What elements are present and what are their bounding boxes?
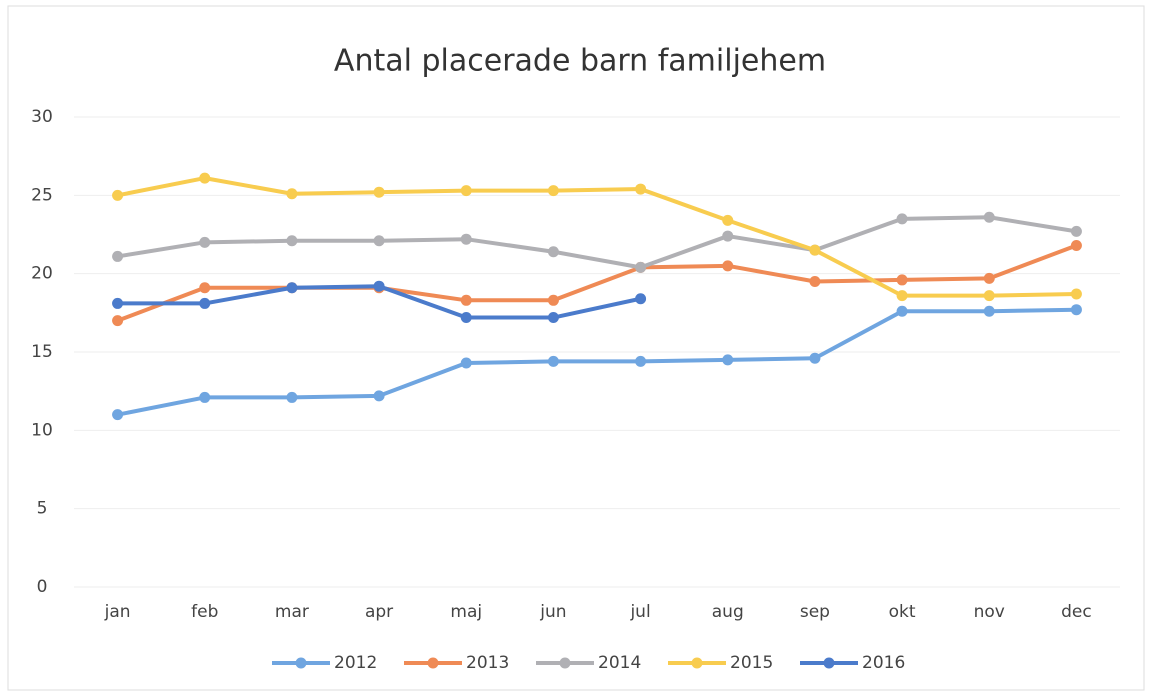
- x-tick-label: maj: [450, 602, 482, 622]
- point: [547, 294, 559, 306]
- point: [199, 297, 211, 309]
- point: [460, 233, 472, 245]
- point: [722, 354, 734, 366]
- point: [983, 290, 995, 302]
- x-tick-label: nov: [974, 602, 1005, 622]
- series-line: [117, 176, 1077, 298]
- point: [286, 391, 298, 403]
- point: [983, 305, 995, 317]
- point: [983, 211, 995, 223]
- point: [809, 352, 821, 364]
- y-tick-label: 5: [37, 499, 48, 519]
- y-tick-label: 30: [31, 107, 53, 127]
- point: [1070, 304, 1082, 316]
- point: [199, 172, 211, 184]
- point: [373, 186, 385, 198]
- point: [635, 355, 647, 367]
- point: [199, 236, 211, 248]
- chart-frame: [7, 5, 1145, 691]
- point: [460, 357, 472, 369]
- x-tick-label: mar: [275, 602, 309, 622]
- point: [722, 230, 734, 242]
- point: [635, 261, 647, 273]
- legend-label: 2013: [466, 653, 509, 673]
- point: [896, 213, 908, 225]
- x-tick-label: jun: [539, 602, 566, 622]
- x-tick-label: apr: [365, 602, 393, 622]
- point: [1070, 288, 1082, 300]
- legend-marker: [691, 657, 703, 669]
- point: [286, 235, 298, 247]
- point: [547, 246, 559, 258]
- legend-marker: [295, 657, 307, 669]
- chart-title: Antal placerade barn familjehem: [334, 44, 826, 79]
- point: [112, 250, 124, 262]
- y-tick-label: 15: [31, 342, 53, 362]
- point: [460, 294, 472, 306]
- y-tick-label: 10: [31, 420, 53, 440]
- legend-marker: [559, 657, 571, 669]
- point: [635, 183, 647, 195]
- x-tick-label: aug: [712, 602, 744, 622]
- point: [373, 280, 385, 292]
- point: [983, 272, 995, 284]
- point: [722, 214, 734, 226]
- point: [635, 293, 647, 305]
- point: [809, 276, 821, 287]
- x-tick-label: jan: [104, 602, 131, 622]
- series-line: [117, 215, 1077, 270]
- point: [286, 188, 298, 200]
- x-tick-label: okt: [889, 602, 916, 622]
- x-tick-label: sep: [800, 602, 830, 622]
- legend-label: 2014: [598, 653, 641, 673]
- point: [722, 260, 734, 272]
- point: [547, 185, 559, 197]
- point: [199, 391, 211, 403]
- x-tick-label: jul: [629, 602, 650, 622]
- point: [1070, 239, 1082, 251]
- x-tick-label: feb: [191, 602, 218, 622]
- point: [896, 274, 908, 286]
- x-tick-label: dec: [1061, 602, 1092, 622]
- point: [1070, 225, 1082, 237]
- point: [896, 290, 908, 302]
- y-tick-label: 25: [31, 185, 53, 205]
- point: [896, 305, 908, 317]
- y-tick-label: 0: [37, 577, 48, 597]
- point: [112, 189, 124, 201]
- point: [199, 282, 211, 294]
- point: [809, 244, 821, 256]
- point: [112, 409, 124, 421]
- point: [547, 312, 559, 324]
- point: [373, 390, 385, 402]
- series-line: [116, 243, 1078, 323]
- point: [460, 185, 472, 197]
- point: [112, 297, 124, 309]
- legend-marker: [427, 657, 439, 669]
- point: [547, 355, 559, 367]
- legend-label: 2016: [862, 653, 905, 673]
- point: [286, 282, 298, 294]
- point: [112, 315, 124, 327]
- legend-marker: [823, 657, 835, 669]
- series-line: [117, 307, 1077, 417]
- y-tick-label: 20: [31, 264, 53, 284]
- point: [373, 235, 385, 247]
- legend-label: 2015: [730, 653, 773, 673]
- legend-label: 2012: [334, 653, 377, 673]
- point: [460, 312, 472, 324]
